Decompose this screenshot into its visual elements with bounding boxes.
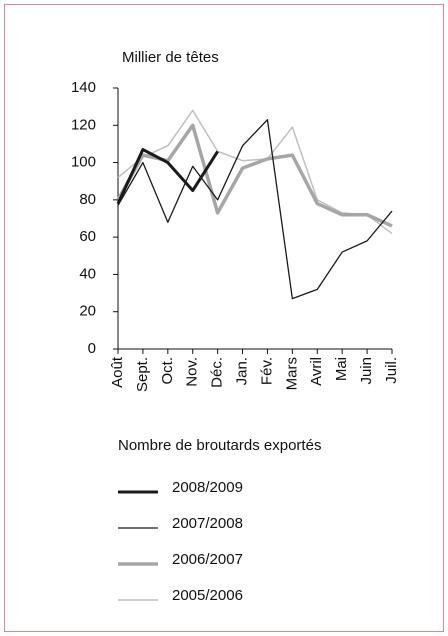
y-tick-label: 0	[88, 340, 96, 357]
x-tick-label: Avril	[308, 357, 325, 386]
legend-label: 2005/2006	[172, 587, 243, 604]
y-tick-label: 80	[79, 191, 96, 208]
y-tick-label: 100	[71, 154, 96, 171]
y-tick-label: 20	[79, 303, 96, 320]
y-axis-title: Millier de têtes	[122, 49, 219, 66]
y-tick-label: 60	[79, 228, 96, 245]
x-axis-title: Nombre de broutards exportés	[118, 437, 321, 454]
legend: 2008/2009 2007/2008 2006/2007 2005/2006	[118, 479, 243, 604]
x-tick-label: Juin	[358, 357, 375, 385]
x-tick-label: Août	[109, 356, 126, 388]
x-tick-label: Sept.	[134, 357, 151, 392]
x-tick-label: Oct.	[159, 357, 176, 385]
x-tick-label: Mars	[283, 357, 300, 390]
y-tick-label: 120	[71, 116, 96, 133]
frame	[4, 4, 444, 632]
legend-label: 2007/2008	[172, 515, 243, 532]
legend-label: 2006/2007	[172, 551, 243, 568]
series-line	[117, 119, 393, 300]
x-tick-label: Jan.	[234, 357, 251, 385]
y-tick-label: 140	[71, 79, 96, 96]
series-line	[116, 148, 219, 205]
x-tick-label: Déc.	[209, 357, 226, 388]
x-tick-label: Juil.	[383, 357, 400, 384]
x-tick-label: Mai	[333, 357, 350, 381]
x-tick-label: Fév.	[258, 357, 275, 385]
x-tick-label: Nov.	[184, 357, 201, 387]
y-tick-label: 40	[79, 265, 96, 282]
plot: 0 20 40 60 80 100 120 140 Août Sept. Oct. Nov. Déc. J…	[71, 79, 400, 392]
legend-label: 2008/2009	[172, 479, 243, 496]
